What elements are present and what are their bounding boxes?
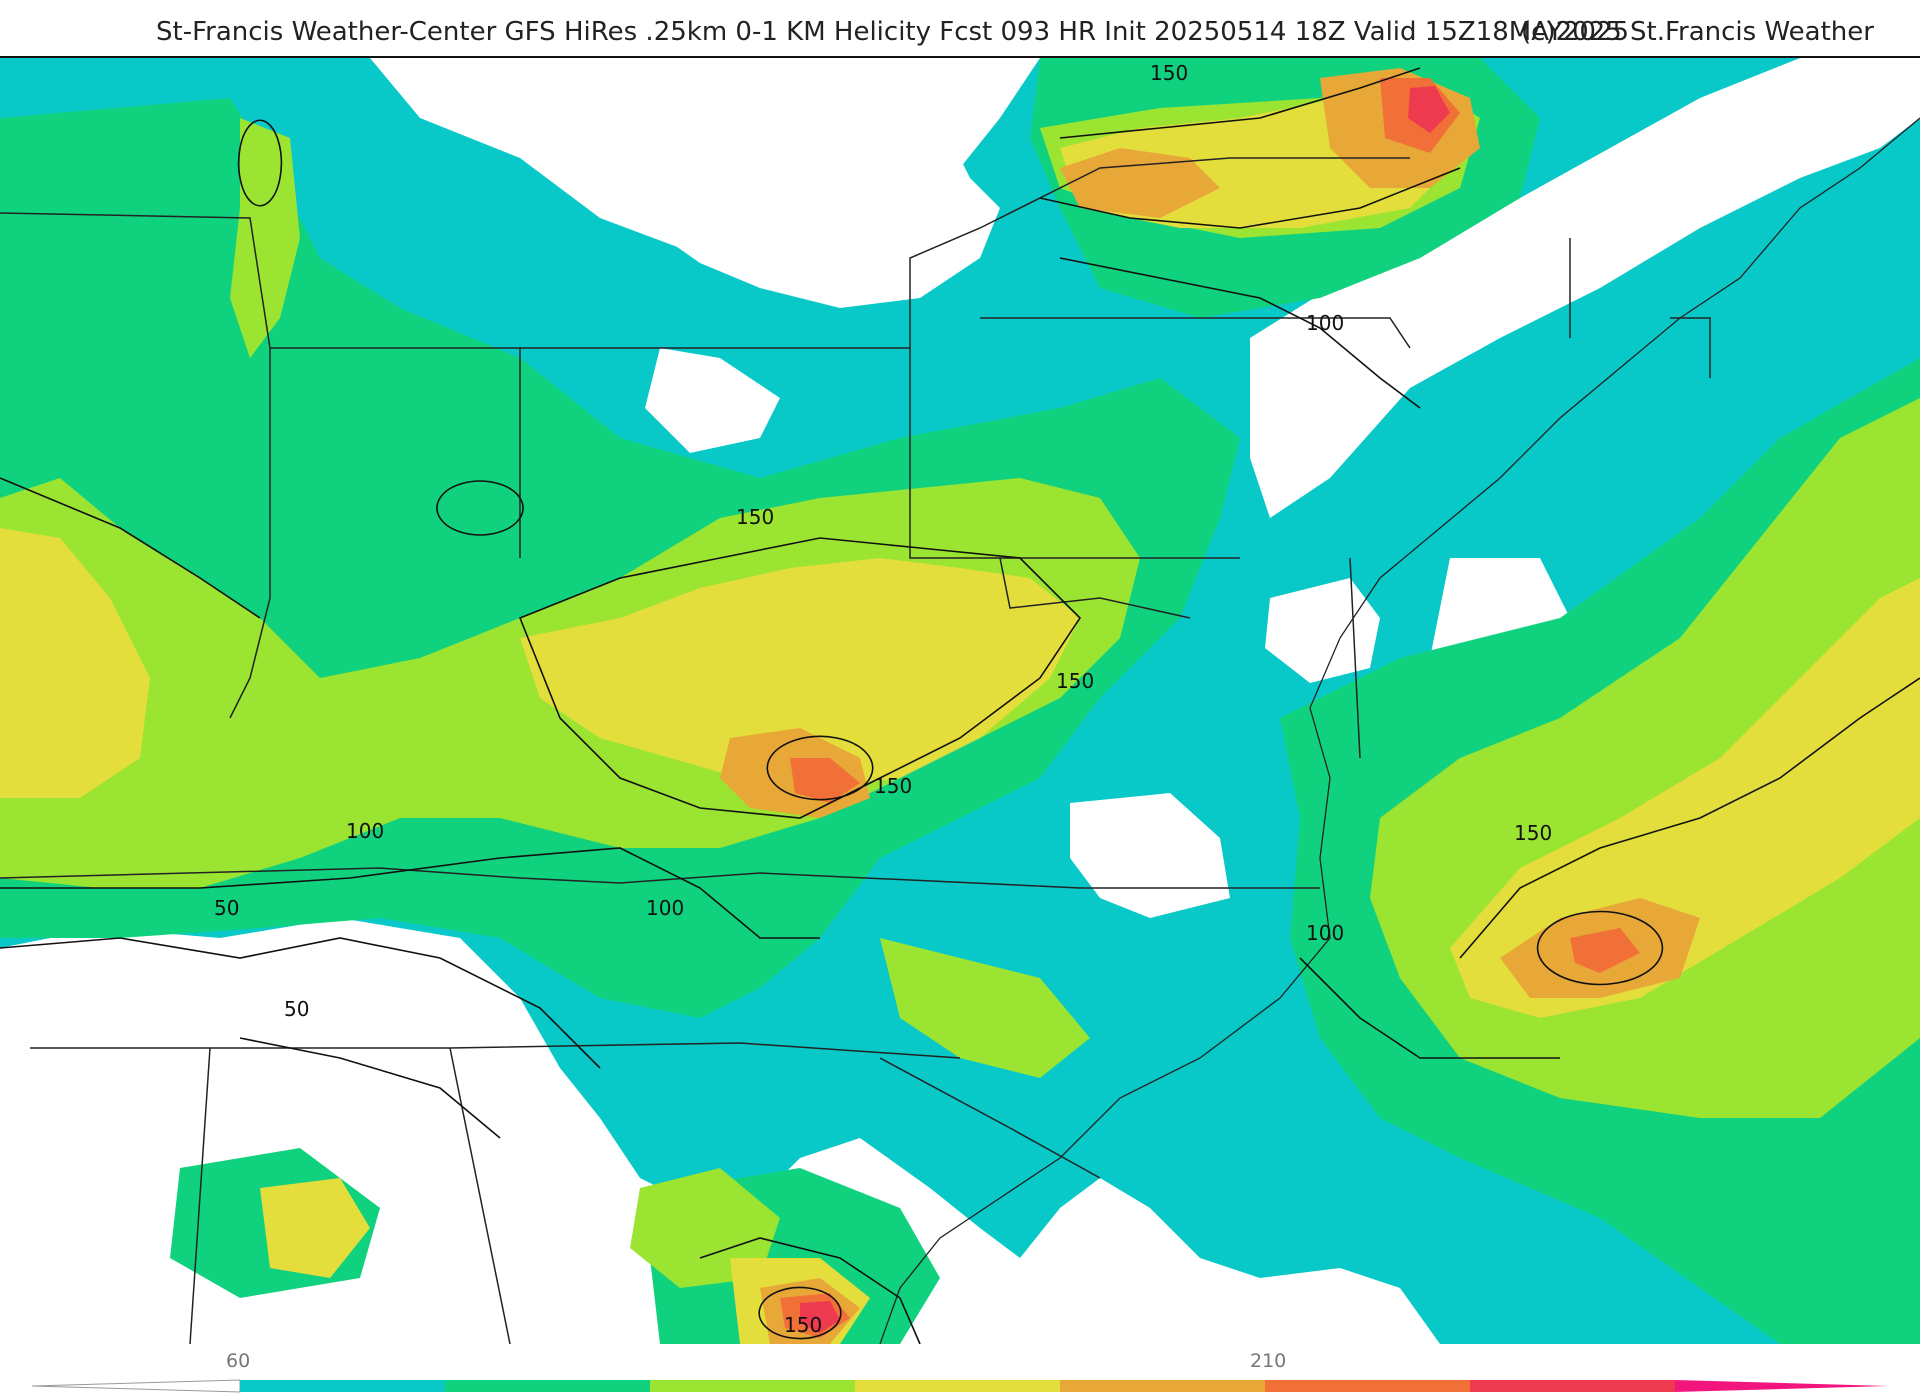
colorbar-ramp xyxy=(31,1379,1888,1393)
contour-label-100-west: 100 xyxy=(346,819,384,843)
contour-label-150-southeast: 150 xyxy=(784,1313,822,1337)
contour-label-150-atlantic: 150 xyxy=(1514,821,1552,845)
colorbar-bin-150 xyxy=(855,1380,1060,1392)
helicity-contours xyxy=(0,67,1920,1344)
colorbar-tick-210: 210 xyxy=(1250,1350,1287,1372)
contour-label-50-west: 50 xyxy=(214,896,239,920)
copyright-credit: (c)2025 St.Francis Weather xyxy=(1521,17,1874,47)
colorbar-bin-240 xyxy=(1470,1380,1675,1392)
contour-label-100-northeast: 100 xyxy=(1306,311,1344,335)
colorbar-right-arrow xyxy=(1675,1380,1888,1392)
contour-label-150-south: 150 xyxy=(874,774,912,798)
map-panel: 150 100 150 150 150 100 50 100 50 150 10… xyxy=(0,56,1920,1344)
colorbar-tick-60: 60 xyxy=(226,1350,251,1372)
contour-label-50-southwest: 50 xyxy=(284,997,309,1021)
colorbar-bin-90 xyxy=(445,1380,650,1392)
white-lakes-lower xyxy=(645,348,780,453)
map-title: St-Francis Weather-Center GFS HiRes .25k… xyxy=(156,17,1630,47)
white-great-lakes xyxy=(370,58,1030,298)
shade-240-field xyxy=(800,86,1450,1333)
title-bar: St-Francis Weather-Center GFS HiRes .25k… xyxy=(0,0,1920,56)
white-northeast xyxy=(1250,58,1920,518)
contour-labels: 150 100 150 150 150 100 50 100 50 150 10… xyxy=(214,61,1552,1337)
colorbar-left-arrow xyxy=(31,1379,241,1393)
contour-label-150-east: 150 xyxy=(1056,669,1094,693)
contour-label-100-southcentral: 100 xyxy=(646,896,684,920)
colorbar-bin-210 xyxy=(1265,1380,1470,1392)
colorbar-bin-120 xyxy=(650,1380,855,1392)
contour-label-150-central: 150 xyxy=(736,505,774,529)
colorbar-bin-60 xyxy=(240,1380,445,1392)
colorbar: 60 210 xyxy=(0,1342,1920,1400)
contour-label-100-coast: 100 xyxy=(1306,921,1344,945)
helicity-map: 150 100 150 150 150 100 50 100 50 150 10… xyxy=(0,58,1920,1344)
colorbar-bin-180 xyxy=(1060,1380,1265,1392)
state-borders xyxy=(0,157,1711,1344)
white-nc-sound xyxy=(1070,793,1230,918)
contour-label-150-north: 150 xyxy=(1150,61,1188,85)
white-delmarva xyxy=(1265,578,1380,683)
coastline xyxy=(879,117,1920,1344)
